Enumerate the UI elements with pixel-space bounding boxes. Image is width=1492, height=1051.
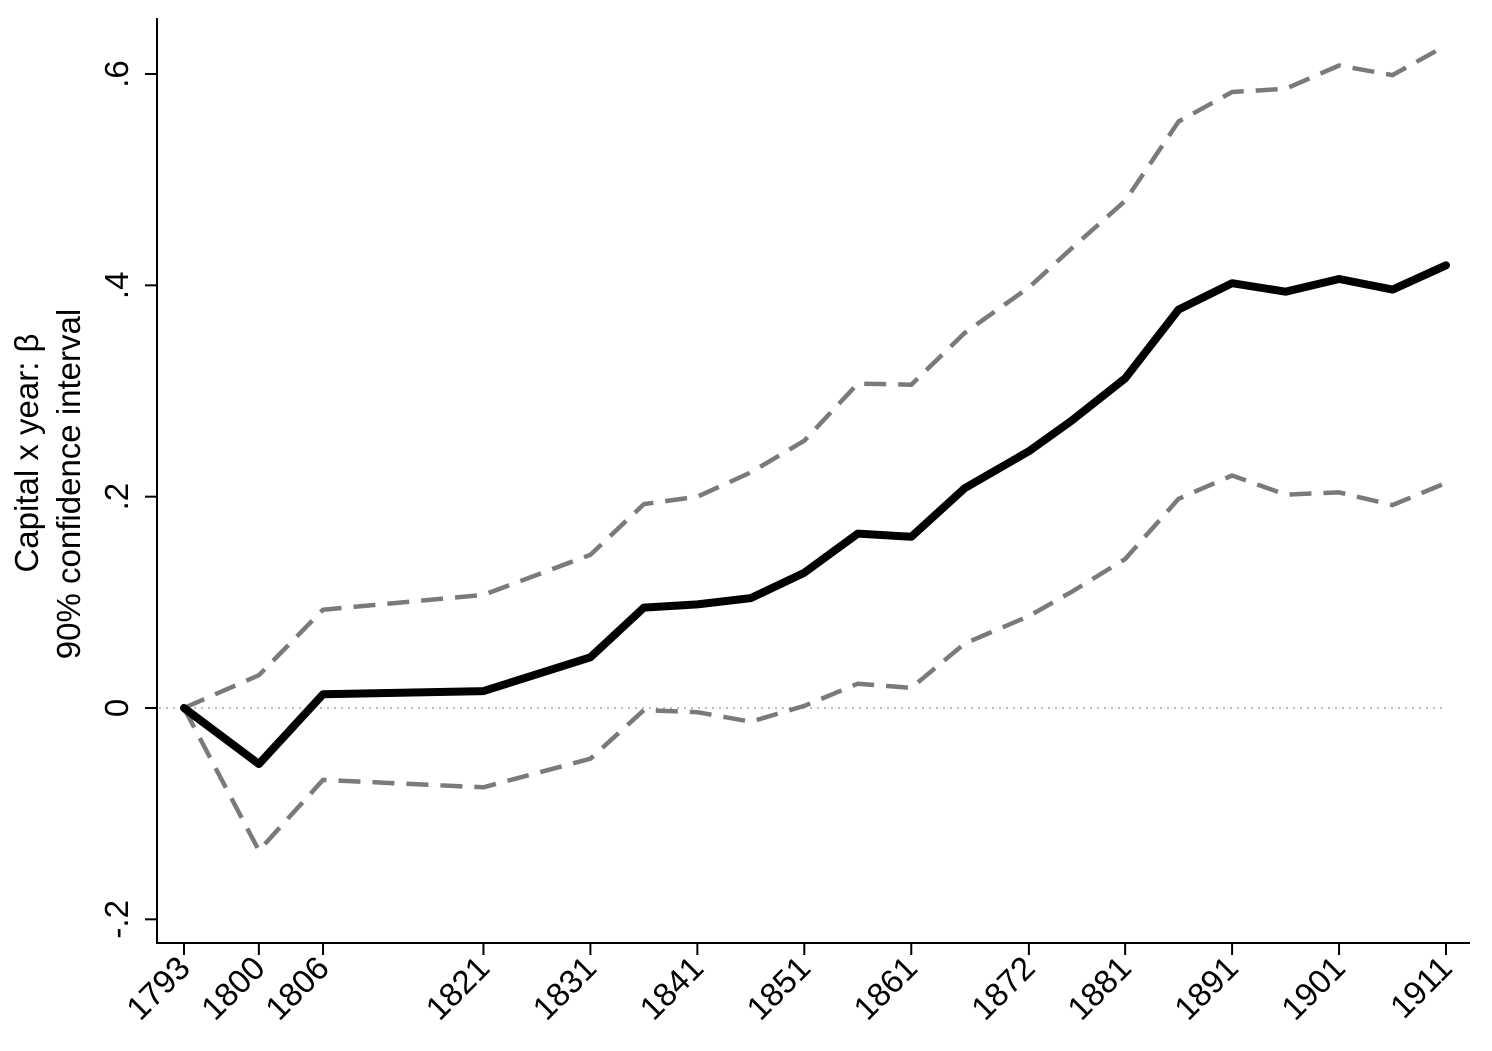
x-tick-label: 1901 xyxy=(1274,949,1352,1027)
x-tick-label: 1800 xyxy=(194,949,272,1027)
axes-layer xyxy=(156,18,1470,944)
x-tick-label: 1891 xyxy=(1167,949,1245,1027)
x-tick-label: 1851 xyxy=(739,949,817,1027)
x-tick-label: 1821 xyxy=(418,949,496,1027)
x-tick-label: 1911 xyxy=(1383,949,1459,1025)
y-axis-title-line-2: 90% confidence interval xyxy=(50,309,87,659)
x-tick-label: 1793 xyxy=(119,949,197,1027)
y-tick-label: 0 xyxy=(98,699,135,717)
x-tick-label: 1841 xyxy=(632,949,710,1027)
series-layer xyxy=(180,43,1450,853)
x-tick-label: 1806 xyxy=(258,949,336,1027)
x-tick-label: 1881 xyxy=(1060,949,1138,1027)
y-axis-title-line-1: Capital x year: β xyxy=(8,333,45,572)
y-tick-label: .2 xyxy=(98,483,135,511)
y-tick-label: .4 xyxy=(98,272,135,300)
y-tick-label: -.2 xyxy=(98,900,135,939)
x-tick-label: 1831 xyxy=(525,949,603,1027)
x-tick-label: 1861 xyxy=(846,949,924,1027)
beta-estimate-line xyxy=(180,261,1450,768)
x-tick-label: 1872 xyxy=(964,949,1042,1027)
upper-ci-line xyxy=(183,43,1448,711)
lower-ci-line xyxy=(182,473,1447,853)
y-tick-label: .6 xyxy=(98,60,135,88)
y-ticks: -.2 0 .2 .4 .6 xyxy=(98,60,157,939)
